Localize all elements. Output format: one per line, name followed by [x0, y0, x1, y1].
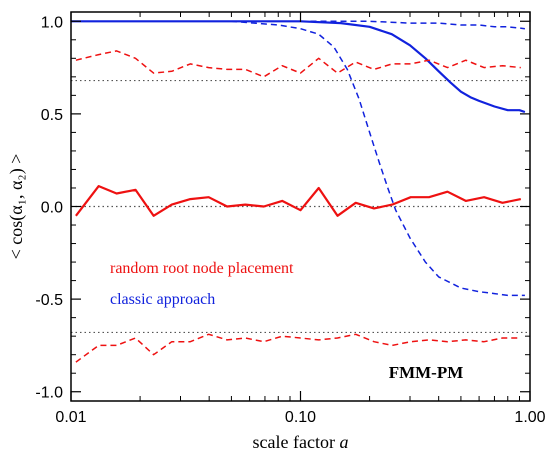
y-tick-label: 0.5 — [41, 107, 63, 124]
y-tick-label: 1.0 — [41, 14, 63, 31]
legend-classic-approach: classic approach — [110, 291, 215, 308]
series-line-5 — [75, 333, 521, 363]
y-tick-label: -1.0 — [35, 385, 63, 402]
y-tick-label: -0.5 — [35, 292, 63, 309]
x-tick-label: 0.10 — [285, 409, 316, 426]
x-axis-title: scale factor a — [253, 432, 349, 452]
x-axis-title-text: scale factor — [253, 432, 340, 452]
series-line-2 — [300, 20, 525, 30]
y-tick-label: 0.0 — [41, 200, 63, 217]
panel-label: FMM-PM — [389, 363, 464, 382]
x-tick-label: 1.00 — [514, 409, 545, 426]
legend-random-root-node-placement: random root node placement — [110, 260, 294, 277]
x-axis-title-variable: a — [339, 432, 348, 452]
y-axis-title: < cos(α₁, α₂) > — [6, 154, 27, 260]
series-layer — [71, 20, 526, 363]
series-line-0 — [71, 20, 526, 114]
ticks: -1.0 -0.5 0.0 0.5 1.0 0.01 0.10 1.00 — [35, 12, 546, 426]
series-line-3 — [75, 185, 522, 217]
series-line-1 — [71, 20, 525, 297]
x-tick-label: 0.01 — [55, 409, 86, 426]
series-line-4 — [75, 50, 521, 78]
